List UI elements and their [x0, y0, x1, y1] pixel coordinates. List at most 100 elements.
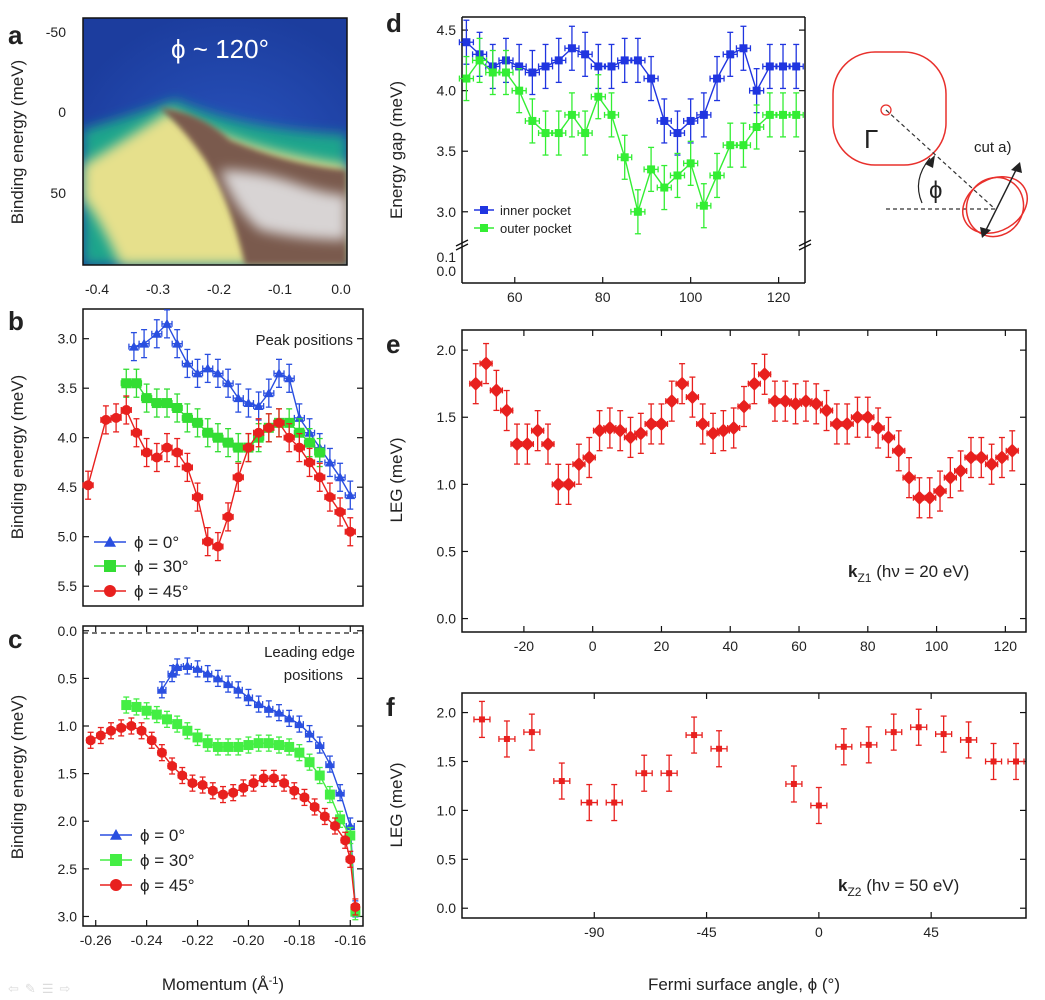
data-point: [503, 735, 510, 742]
data-point: [685, 390, 700, 405]
data-point: [829, 416, 844, 431]
data-point: [324, 789, 335, 800]
electron-pocket-outer: [962, 176, 1028, 234]
data-point: [284, 432, 295, 443]
data-point: [644, 416, 659, 431]
panel-f: f LEG (meV) Fermi surface angle, ϕ (°) k…: [386, 692, 1027, 994]
data-point: [965, 736, 972, 743]
data-point: [172, 338, 183, 348]
legend-label-inner: inner pocket: [500, 203, 571, 218]
data-point: [141, 447, 152, 458]
data-point: [953, 463, 968, 478]
data-point: [664, 394, 679, 409]
phi-label: ϕ: [929, 177, 942, 204]
panel-a-xtick: -0.4: [85, 281, 109, 297]
panel-label-d: d: [386, 8, 402, 38]
data-point: [263, 738, 274, 749]
data-point: [182, 661, 193, 670]
legend-marker: [104, 560, 116, 572]
data-point: [611, 799, 618, 806]
data-point: [324, 492, 335, 503]
data-point: [752, 86, 761, 95]
data-point: [121, 404, 132, 415]
panel-b-legend: ϕ = 0° ϕ = 30° ϕ = 45°: [94, 533, 189, 601]
data-point: [767, 394, 782, 409]
data-point: [633, 207, 642, 216]
data-point: [520, 437, 535, 452]
panel-c-title-line1: Leading edge: [264, 644, 355, 661]
data-point: [100, 414, 111, 425]
data-point: [314, 472, 325, 483]
next-arrow-icon[interactable]: ⇨: [59, 981, 71, 996]
data-point: [984, 457, 999, 472]
data-point: [192, 368, 203, 378]
data-point: [151, 709, 162, 720]
data-point: [263, 703, 274, 713]
data-point: [330, 821, 340, 831]
cut-arrow: [984, 167, 1018, 233]
x-tick-label: -45: [696, 924, 716, 940]
data-point: [182, 358, 193, 368]
x-tick-label: 120: [767, 289, 791, 305]
panel-b-ylabel: Binding energy (meV): [8, 375, 27, 539]
data-point: [561, 477, 576, 492]
data-point: [284, 713, 295, 723]
data-point: [202, 363, 213, 373]
data-point: [345, 490, 356, 500]
x-tick-label: 60: [791, 638, 807, 654]
data-point: [613, 423, 628, 438]
data-point: [233, 472, 244, 483]
panel-b-title: Peak positions: [255, 332, 353, 349]
data-point: [594, 62, 603, 71]
data-point: [172, 661, 183, 671]
data-point: [528, 116, 537, 125]
data-point: [623, 430, 638, 445]
panel-c-ylabel: Binding energy (meV): [8, 695, 27, 859]
y-tick-label: 2.0: [437, 342, 457, 358]
data-point: [324, 457, 335, 467]
data-point: [156, 684, 167, 694]
data-point: [121, 378, 132, 389]
angle-arc: [917, 157, 931, 204]
y-tick-label: 5.5: [58, 578, 78, 594]
y-tick-label: 3.0: [437, 204, 457, 220]
data-point: [865, 741, 872, 748]
prev-arrow-icon[interactable]: ⇦: [8, 981, 19, 996]
data-point: [274, 707, 284, 717]
data-point: [192, 492, 203, 503]
arpes-band-core: [220, 170, 347, 240]
data-point: [116, 722, 127, 733]
pencil-icon[interactable]: ✎: [24, 981, 36, 996]
menu-icon[interactable]: ☰: [41, 981, 54, 996]
data-point: [567, 44, 576, 53]
data-point: [294, 747, 305, 758]
data-point: [212, 741, 223, 752]
data-point: [223, 741, 234, 752]
gamma-point: [880, 104, 892, 116]
data-point: [840, 416, 855, 431]
data-point: [350, 901, 361, 912]
y-tick-label: 4.5: [437, 22, 457, 38]
x-tick-label: -0.18: [283, 932, 315, 948]
legend-marker: [110, 854, 122, 866]
data-point: [151, 398, 162, 409]
data-point: [324, 759, 335, 769]
data-point: [757, 367, 772, 382]
data-point: [726, 420, 741, 435]
panel-c-xlabel: Momentum (Å-1): [162, 975, 284, 994]
data-point: [335, 814, 346, 825]
data-point: [462, 38, 471, 47]
panel-label-a: a: [8, 20, 23, 50]
panel-d: d Energy gap (meV) 0.1 0.0 3.03.54.04.5 …: [386, 8, 1028, 305]
data-point: [752, 123, 761, 131]
data-point: [95, 730, 106, 741]
data-point: [660, 116, 669, 125]
panel-label-c: c: [8, 624, 22, 654]
angle-arrowhead: [925, 155, 935, 168]
data-point: [274, 740, 284, 751]
data-point: [162, 442, 172, 453]
y-tick-label: 1.5: [437, 409, 457, 425]
data-point: [488, 68, 497, 77]
data-point: [963, 450, 978, 465]
series-line: [90, 725, 357, 908]
